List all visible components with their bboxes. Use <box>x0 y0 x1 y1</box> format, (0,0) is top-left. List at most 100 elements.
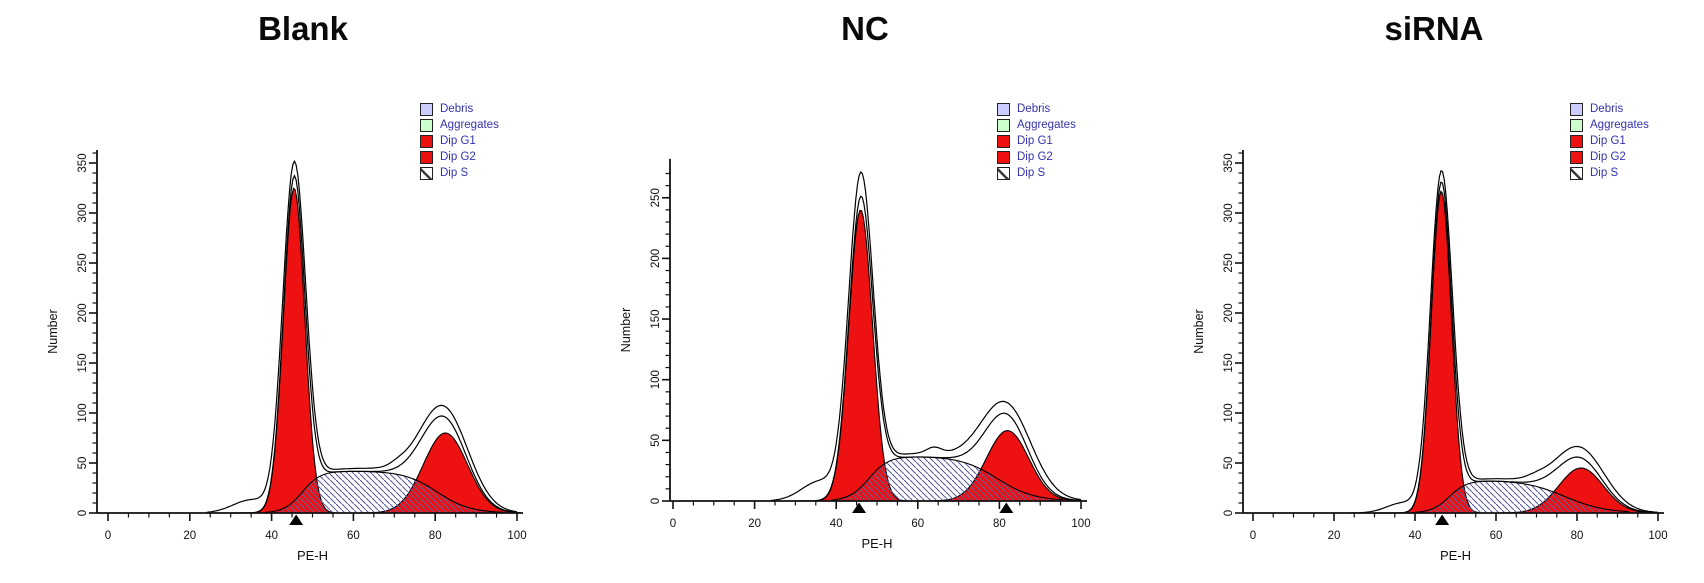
legend-item-dip-g1: Dip G1 <box>420 133 499 149</box>
flow-histogram-blank: 0 20 40 60 80 100 0 50 100 150 200 250 300 350 PE-H Num… <box>46 150 527 563</box>
legend-label: Debris <box>1590 102 1624 115</box>
legend-swatch-dip-g1 <box>1570 134 1583 148</box>
legend-label: Dip G1 <box>440 134 476 147</box>
svg-text:100: 100 <box>77 403 89 422</box>
svg-text:Number: Number <box>46 309 60 353</box>
svg-text:250: 250 <box>1223 253 1235 272</box>
legend-swatch-debris <box>1570 102 1583 116</box>
svg-text:Number: Number <box>619 308 633 352</box>
legend-swatch-dip-s <box>997 166 1010 180</box>
legend-swatch-dip-g2 <box>997 150 1010 164</box>
legend-item-dip-s: Dip S <box>420 165 499 181</box>
svg-text:0: 0 <box>105 530 111 542</box>
legend-label: Dip S <box>440 166 469 179</box>
legend-swatch-dip-g2 <box>420 150 433 164</box>
svg-text:350: 350 <box>77 153 89 172</box>
svg-text:300: 300 <box>77 203 89 222</box>
legend-swatch-aggregates <box>997 118 1010 132</box>
legend-swatch-aggregates <box>1570 118 1583 132</box>
legend-item-dip-g2: Dip G2 <box>420 149 499 165</box>
legend-swatch-dip-g2 <box>1570 150 1583 164</box>
legend-label: Dip G2 <box>1017 150 1053 163</box>
svg-text:0: 0 <box>670 518 676 530</box>
legend-label: Dip G1 <box>1017 134 1053 147</box>
legend: Debris Aggregates Dip G1 Dip G2 Dip S <box>1570 101 1649 181</box>
svg-text:Number: Number <box>1192 309 1206 353</box>
svg-text:0: 0 <box>1223 510 1235 516</box>
svg-text:100: 100 <box>1648 530 1667 542</box>
legend-label: Debris <box>1017 102 1051 115</box>
svg-text:250: 250 <box>650 188 662 207</box>
legend-label: Aggregates <box>440 118 499 131</box>
svg-text:250: 250 <box>77 253 89 272</box>
legend-swatch-dip-s <box>1570 166 1583 180</box>
svg-text:350: 350 <box>1223 153 1235 172</box>
legend: Debris Aggregates Dip G1 Dip G2 Dip S <box>997 101 1076 181</box>
svg-text:150: 150 <box>650 309 662 328</box>
legend-label: Aggregates <box>1590 118 1649 131</box>
legend-label: Dip S <box>1017 166 1046 179</box>
svg-text:80: 80 <box>993 518 1006 530</box>
svg-text:150: 150 <box>1223 353 1235 372</box>
svg-text:40: 40 <box>1409 530 1422 542</box>
panel-title: NC <box>841 10 889 47</box>
svg-text:150: 150 <box>77 353 89 372</box>
legend-label: Aggregates <box>1017 118 1076 131</box>
svg-text:50: 50 <box>650 434 662 447</box>
panel-nc: 0 20 40 60 80 100 0 50 100 150 200 250 PE-H Number NC… <box>568 0 1136 583</box>
svg-text:20: 20 <box>748 518 761 530</box>
panel-sirna: 0 20 40 60 80 100 0 50 100 150 200 250 300 350 PE-H Num… <box>1136 0 1704 583</box>
legend-item-debris: Debris <box>997 101 1076 117</box>
legend-item-aggregates: Aggregates <box>420 117 499 133</box>
svg-text:100: 100 <box>1223 403 1235 422</box>
svg-text:40: 40 <box>265 530 278 542</box>
svg-text:300: 300 <box>1223 203 1235 222</box>
legend-item-dip-g1: Dip G1 <box>997 133 1076 149</box>
legend-item-dip-s: Dip S <box>997 165 1076 181</box>
svg-text:20: 20 <box>1328 530 1341 542</box>
panel-title: Blank <box>258 10 348 47</box>
svg-text:60: 60 <box>911 518 924 530</box>
svg-text:0: 0 <box>77 510 89 516</box>
svg-text:60: 60 <box>347 530 360 542</box>
legend-swatch-debris <box>997 102 1010 116</box>
flow-histogram-nc: 0 20 40 60 80 100 0 50 100 150 200 250 PE-H Number <box>619 158 1091 551</box>
svg-text:100: 100 <box>650 370 662 389</box>
legend-label: Dip G2 <box>1590 150 1626 163</box>
svg-text:50: 50 <box>77 457 89 470</box>
legend: Debris Aggregates Dip G1 Dip G2 Dip S <box>420 101 499 181</box>
legend-swatch-dip-g1 <box>420 134 433 148</box>
panel-blank: 0 20 40 60 80 100 0 50 100 150 200 250 300 350 PE-H Num… <box>0 0 568 583</box>
svg-text:60: 60 <box>1490 530 1503 542</box>
svg-text:80: 80 <box>1571 530 1584 542</box>
legend-label: Dip S <box>1590 166 1619 179</box>
legend-label: Dip G1 <box>1590 134 1626 147</box>
svg-text:PE-H: PE-H <box>861 536 892 551</box>
legend-label: Dip G2 <box>440 150 476 163</box>
legend-swatch-dip-s <box>420 166 433 180</box>
svg-text:50: 50 <box>1223 457 1235 470</box>
legend-item-dip-g2: Dip G2 <box>1570 149 1649 165</box>
svg-text:100: 100 <box>507 530 526 542</box>
legend-item-dip-g1: Dip G1 <box>1570 133 1649 149</box>
legend-item-dip-s: Dip S <box>1570 165 1649 181</box>
legend-item-aggregates: Aggregates <box>1570 117 1649 133</box>
flow-histogram-sirna: 0 20 40 60 80 100 0 50 100 150 200 250 300 350 PE-H Num… <box>1192 150 1668 563</box>
legend-item-aggregates: Aggregates <box>997 117 1076 133</box>
legend-swatch-dip-g1 <box>997 134 1010 148</box>
svg-text:200: 200 <box>650 249 662 268</box>
legend-swatch-aggregates <box>420 118 433 132</box>
legend-swatch-debris <box>420 102 433 116</box>
svg-text:0: 0 <box>650 498 662 504</box>
svg-text:100: 100 <box>1071 518 1090 530</box>
legend-item-debris: Debris <box>1570 101 1649 117</box>
legend-item-dip-g2: Dip G2 <box>997 149 1076 165</box>
svg-text:40: 40 <box>830 518 843 530</box>
svg-text:20: 20 <box>183 530 196 542</box>
svg-text:PE-H: PE-H <box>297 548 328 563</box>
svg-text:80: 80 <box>429 530 442 542</box>
svg-text:PE-H: PE-H <box>1440 548 1471 563</box>
panel-title: siRNA <box>1384 10 1484 47</box>
legend-label: Debris <box>440 102 474 115</box>
